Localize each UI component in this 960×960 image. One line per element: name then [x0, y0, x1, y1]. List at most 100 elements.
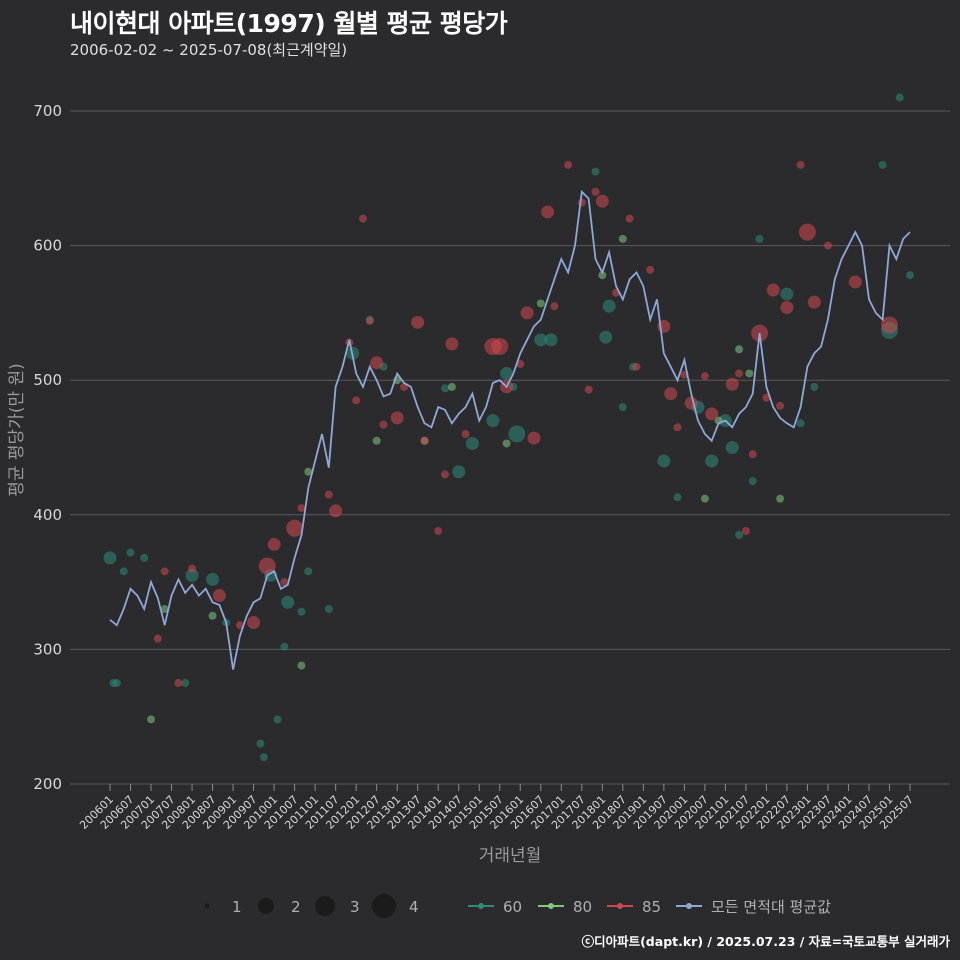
point-85 [625, 214, 634, 223]
point-60 [465, 436, 479, 450]
point-85 [735, 369, 744, 378]
point-85 [673, 423, 682, 432]
grid [70, 110, 950, 785]
y-tick-label: 700 [33, 102, 62, 120]
point-80 [598, 271, 607, 280]
legend: 1 2 3 4 60 80 85 모든 면적대 평균값 [204, 894, 831, 918]
point-85 [461, 430, 470, 439]
point-60 [657, 454, 671, 468]
legend-size-label: 4 [409, 898, 419, 916]
point-60 [508, 425, 526, 443]
legend-color-label: 85 [642, 898, 661, 916]
y-tick-label: 500 [33, 371, 62, 389]
point-85 [766, 283, 780, 297]
point-85 [796, 160, 805, 169]
point-80 [735, 345, 744, 354]
point-60 [304, 567, 313, 576]
point-85 [258, 557, 276, 575]
point-85 [664, 387, 678, 401]
point-80 [297, 661, 306, 670]
point-85 [584, 385, 593, 394]
legend-size-label: 2 [291, 898, 301, 916]
point-80 [447, 382, 456, 391]
point-85 [564, 160, 573, 169]
point-60 [126, 548, 135, 557]
point-80 [502, 439, 511, 448]
point-85 [174, 679, 183, 688]
y-tick-label: 200 [33, 775, 62, 793]
point-85 [434, 526, 443, 535]
legend-color-label: 60 [503, 898, 522, 916]
y-axis: 200 300 400 500 600 700 [33, 102, 62, 793]
point-85 [267, 537, 281, 551]
point-80 [700, 494, 709, 503]
point-80 [618, 234, 627, 243]
point-85 [700, 372, 709, 381]
point-60 [486, 414, 500, 428]
point-85 [880, 316, 898, 334]
y-tick-label: 300 [33, 640, 62, 658]
point-60 [297, 607, 306, 616]
point-60 [281, 595, 295, 609]
point-85 [286, 519, 304, 537]
point-85 [188, 564, 197, 573]
y-tick-label: 400 [33, 506, 62, 524]
point-85 [684, 396, 698, 410]
point-60 [185, 568, 199, 582]
point-85 [324, 490, 333, 499]
point-60 [280, 642, 289, 651]
point-85 [705, 407, 719, 421]
footer-credit: ⓒ디아파트(dapt.kr) / 2025.07.23 / 자료=국토교통부 실… [581, 934, 950, 949]
point-85 [365, 316, 374, 325]
point-60 [591, 167, 600, 176]
point-60 [500, 366, 514, 380]
legend-size-circle [204, 903, 210, 909]
point-85 [441, 470, 450, 479]
point-60 [895, 93, 904, 102]
point-60 [705, 454, 719, 468]
chart-title: 내이현대 아파트(1997) 월별 평균 평당가 [70, 9, 508, 38]
point-60 [534, 333, 548, 347]
point-85 [798, 223, 816, 241]
point-85 [153, 634, 162, 643]
point-85 [445, 337, 459, 351]
average-line [109, 189, 911, 670]
point-60 [259, 753, 268, 762]
point-60 [780, 287, 794, 301]
legend-color-dot [686, 903, 692, 909]
point-85 [595, 194, 609, 208]
point-85 [390, 411, 404, 425]
point-85 [741, 526, 750, 535]
legend-size-circle [372, 894, 396, 918]
point-80 [536, 299, 545, 308]
point-60 [103, 551, 117, 565]
point-80 [776, 494, 785, 503]
x-axis-title: 거래년월 [479, 846, 542, 866]
y-axis-title: 평균 평당가(만 원) [7, 363, 27, 497]
point-85 [577, 198, 586, 207]
point-85 [541, 205, 555, 219]
point-60 [602, 299, 616, 313]
legend-color-dot [548, 903, 554, 909]
point-60 [735, 530, 744, 539]
point-85 [848, 275, 862, 289]
point-60 [181, 679, 190, 688]
point-60 [810, 382, 819, 391]
legend-color-dot [478, 903, 484, 909]
point-85 [632, 362, 641, 371]
point-85 [550, 302, 559, 311]
point-85 [420, 436, 429, 445]
point-85 [762, 393, 771, 402]
point-60 [112, 679, 121, 688]
point-60 [906, 271, 914, 280]
point-60 [441, 384, 450, 393]
point-60 [452, 465, 466, 479]
point-85 [527, 431, 541, 445]
point-85 [748, 450, 757, 459]
x-axis: 2006012006072007012007072008012008072009… [77, 784, 916, 832]
y-tick-label: 600 [33, 237, 62, 255]
point-85 [212, 589, 226, 603]
point-85 [352, 396, 361, 405]
point-85 [591, 187, 600, 196]
